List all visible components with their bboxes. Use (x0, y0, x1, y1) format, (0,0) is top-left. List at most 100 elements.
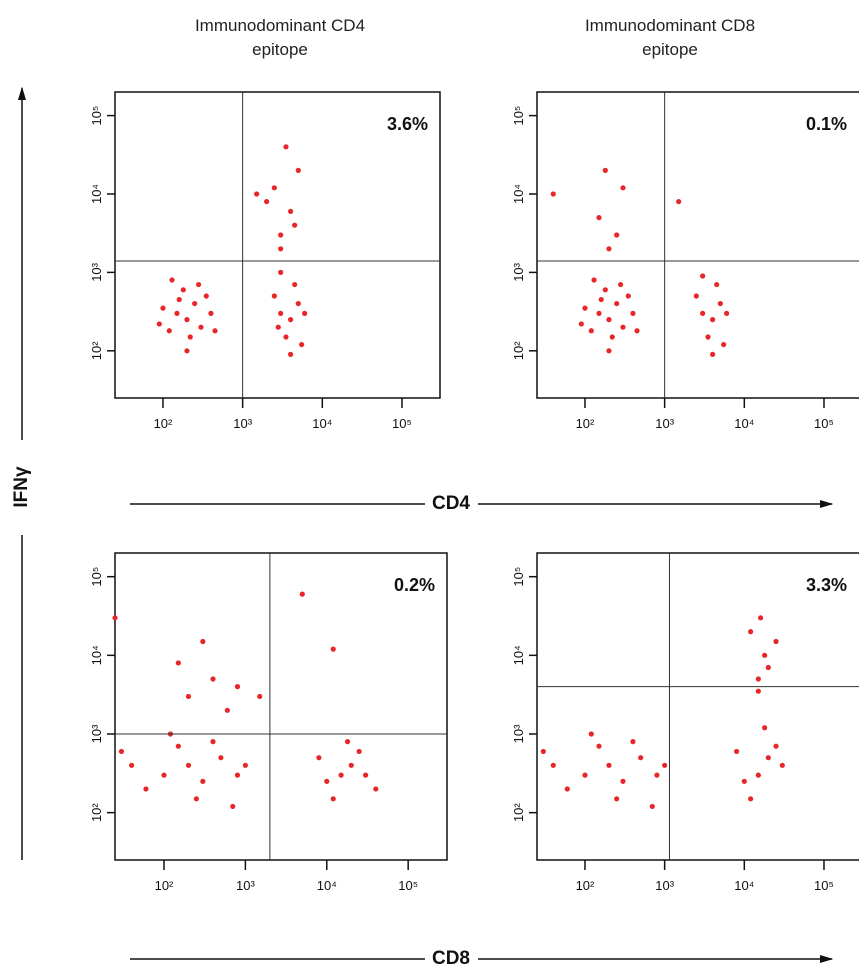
y-tick-label: 10⁴ (511, 184, 526, 204)
point (156, 321, 162, 327)
x-tick-label: 10⁵ (814, 878, 834, 893)
point (292, 281, 298, 288)
point (606, 246, 612, 252)
point (176, 296, 182, 303)
panel: 10² 10³ 10⁴ 10⁵ 10² 10³ 10⁴ 10⁵ 0.2% (89, 552, 448, 893)
y-tick-label: 10² (89, 341, 104, 360)
column-title: Immunodominant CD4 epitope (194, 16, 366, 59)
point (254, 191, 260, 197)
point (161, 772, 167, 778)
point (324, 778, 330, 784)
point (606, 317, 612, 323)
point (721, 341, 727, 348)
point (755, 772, 761, 778)
x-tick-label: 10³ (233, 416, 252, 431)
point (700, 273, 706, 279)
point (540, 748, 546, 755)
point (582, 305, 588, 311)
annotation: 0.2% (394, 575, 435, 595)
point (710, 351, 716, 357)
x-tick-label: 10⁴ (312, 416, 332, 431)
plot-frame (114, 552, 448, 861)
point (614, 300, 620, 307)
point (234, 772, 241, 778)
point (200, 638, 206, 645)
point (617, 281, 624, 288)
point (338, 772, 344, 778)
x-tick-label: 10² (576, 416, 595, 431)
point (634, 328, 640, 334)
point (630, 310, 636, 316)
point (614, 232, 620, 238)
y-axis-label: IFNγ (11, 466, 32, 508)
point (234, 684, 241, 690)
point (175, 660, 181, 666)
point (288, 351, 294, 357)
x-tick-label: 10³ (655, 878, 674, 893)
point (773, 638, 779, 645)
point (185, 693, 192, 700)
point (710, 317, 716, 323)
point (283, 144, 289, 150)
point (184, 348, 190, 354)
panel: 10² 10³ 10⁴ 10⁵ 10² 10³ 10⁴ 10⁵ 3.3% (511, 552, 859, 893)
point (609, 334, 615, 340)
point (264, 198, 270, 205)
column-title: Immunodominant CD8 epitope (584, 16, 756, 59)
point (765, 664, 771, 671)
annotation: 0.1% (806, 114, 847, 134)
point (373, 786, 379, 792)
point (302, 310, 308, 316)
point (278, 310, 284, 316)
point (620, 324, 626, 330)
point (762, 725, 768, 731)
points (550, 167, 730, 357)
point (174, 310, 180, 316)
point (210, 739, 216, 745)
y-tick-label: 10² (89, 803, 104, 822)
point (200, 778, 206, 784)
point (693, 293, 699, 299)
point (230, 803, 236, 810)
point (175, 743, 181, 749)
point (714, 281, 720, 288)
x-tick-label: 10⁵ (398, 878, 418, 893)
point (316, 755, 322, 761)
point (588, 328, 594, 334)
point (278, 232, 284, 238)
point (757, 615, 764, 621)
point (620, 778, 626, 784)
point (278, 246, 284, 252)
point (299, 591, 305, 597)
point (773, 743, 779, 749)
point (187, 334, 193, 340)
point (212, 328, 218, 334)
x-tick-label: 10² (576, 878, 595, 893)
point (733, 748, 740, 755)
points (112, 591, 379, 810)
point (550, 762, 556, 768)
point (288, 317, 294, 323)
point (717, 300, 723, 307)
points (156, 144, 308, 357)
y-tick-label: 10² (511, 803, 526, 822)
plot-frame (536, 91, 859, 399)
point (654, 772, 660, 778)
point (299, 341, 305, 348)
x-axis-label: CD8 (432, 948, 470, 969)
point (295, 300, 301, 307)
point (762, 652, 768, 658)
y-tick-label: 10³ (89, 262, 104, 281)
point (724, 310, 730, 316)
y-tick-label: 10⁵ (511, 567, 526, 587)
x-tick-label: 10⁴ (734, 878, 754, 893)
x-tick-label: 10³ (236, 878, 255, 893)
point (700, 310, 706, 316)
x-tick-label: 10² (155, 878, 174, 893)
point (288, 208, 294, 214)
y-tick-label: 10⁵ (89, 106, 104, 126)
panel: 10² 10³ 10⁴ 10⁵ 10² 10³ 10⁴ 10⁵ 3.6% (89, 91, 441, 431)
point (755, 688, 761, 694)
point (550, 191, 556, 197)
